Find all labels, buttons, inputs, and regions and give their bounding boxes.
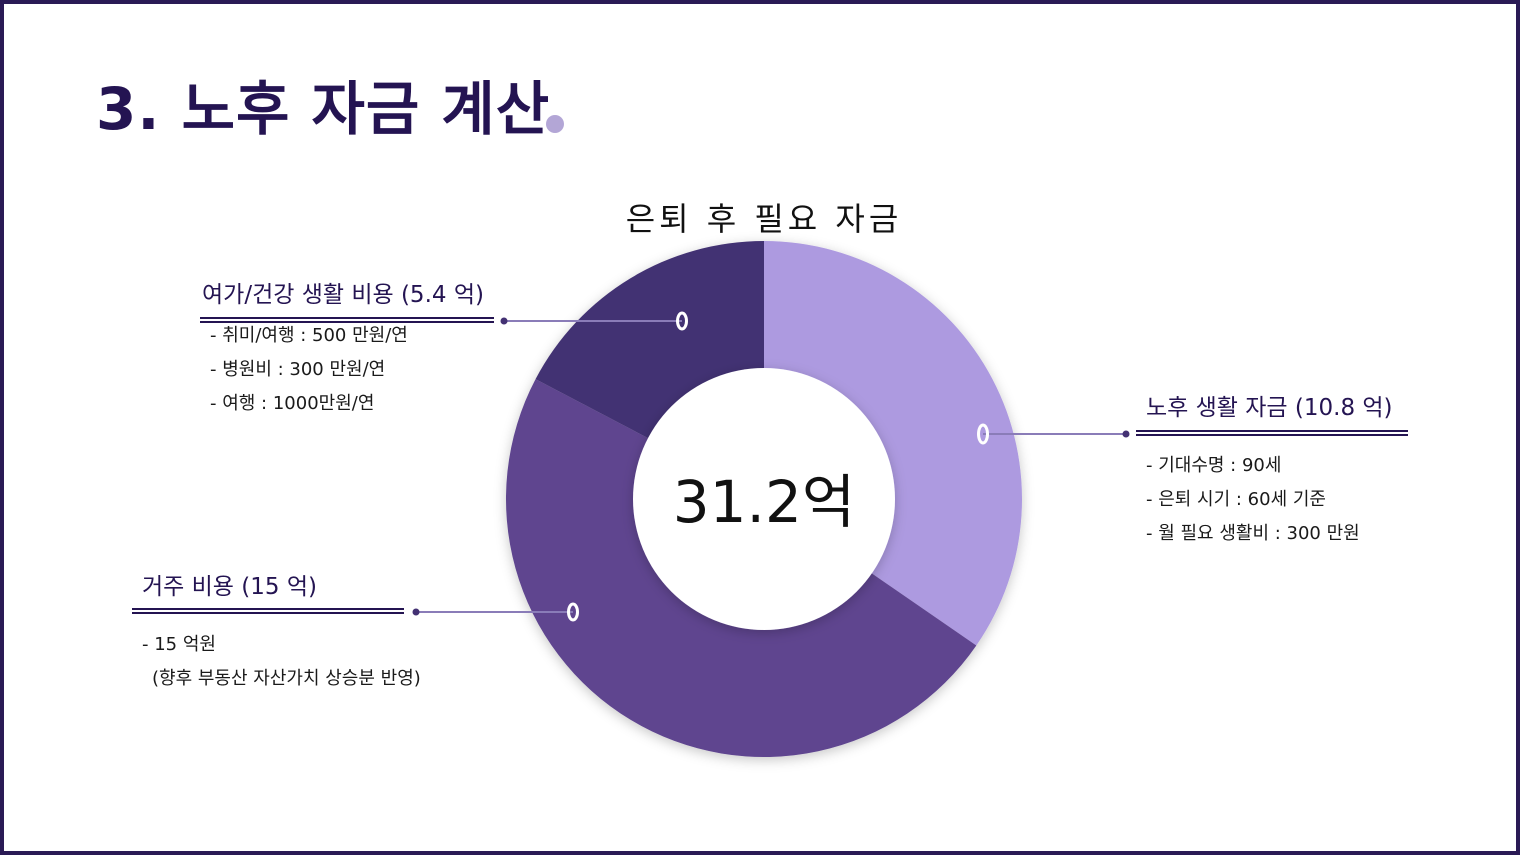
connector-end-dot-leisure: [500, 317, 508, 325]
callout-body-housing: - 15 억원 (향후 부동산 자산가치 상승분 반영): [142, 628, 421, 696]
callout-line: - 은퇴 시기 : 60세 기준: [1146, 489, 1326, 510]
title-accent-dot: [546, 115, 564, 133]
donut-chart: 31.2억: [412, 240, 1130, 758]
donut-hole: [633, 368, 895, 630]
callout-heading-housing: 거주 비용 (15 억): [142, 574, 317, 600]
slice-living: [764, 241, 1022, 646]
callout-heading-living: 노후 생활 자금 (10.8 억): [1146, 395, 1393, 421]
callout-line: - 취미/여행 : 500 만원/연: [210, 325, 408, 346]
page-title: 3. 노후 자금 계산: [96, 75, 551, 143]
callout-line: - 병원비 : 300 만원/연: [210, 359, 386, 380]
callout-body-leisure: - 취미/여행 : 500 만원/연 - 병원비 : 300 만원/연 - 여행…: [210, 319, 408, 421]
connector-end-dot-living: [1122, 430, 1130, 438]
center-total-label: 31.2억: [673, 468, 856, 536]
chart-title: 은퇴 후 필요 자금: [625, 200, 903, 238]
callout-line: - 월 필요 생활비 : 300 만원: [1146, 523, 1360, 544]
callout-line: - 15 억원: [142, 634, 216, 655]
callout-line: - 기대수명 : 90세: [1146, 455, 1282, 476]
callout-underline-leisure: [200, 317, 494, 323]
callout-underline-living: [1136, 430, 1408, 436]
callout-line: - 여행 : 1000만원/연: [210, 393, 375, 414]
callout-underline-housing: [132, 608, 404, 614]
connector-ring-leisure: [676, 311, 688, 331]
callout-heading-leisure: 여가/건강 생활 비용 (5.4 억): [202, 282, 484, 308]
callout-body-living: - 기대수명 : 90세 - 은퇴 시기 : 60세 기준 - 월 필요 생활비…: [1146, 449, 1360, 551]
connector-ring-housing: [567, 602, 579, 622]
connector-end-dot-housing: [412, 608, 420, 616]
callout-line: (향후 부동산 자산가치 상승분 반영): [152, 668, 421, 689]
connector-ring-living: [977, 423, 989, 445]
